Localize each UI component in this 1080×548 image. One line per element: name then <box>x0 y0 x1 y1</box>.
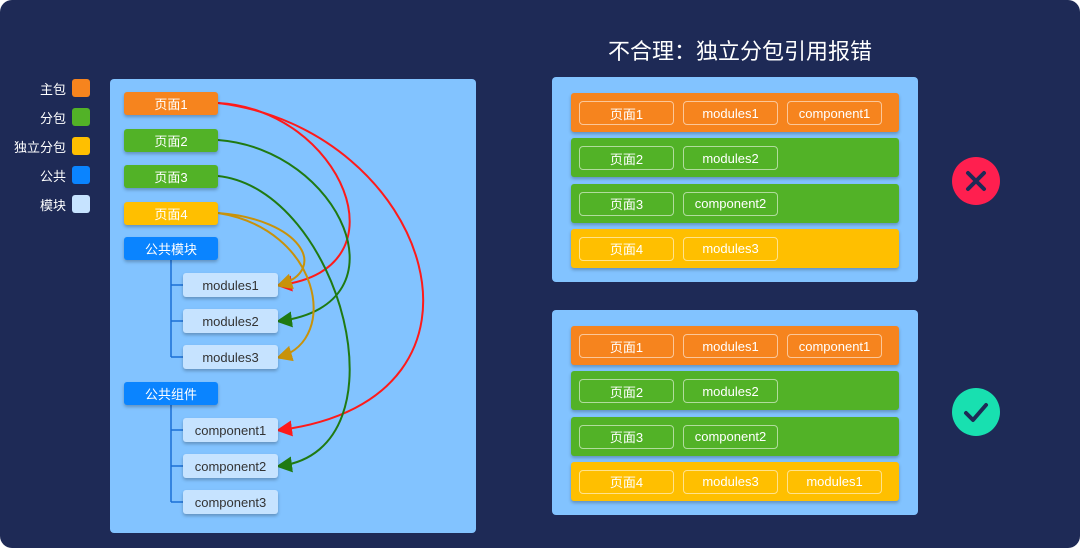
legend-item: 独立分包 <box>0 137 90 155</box>
legend-label: 独立分包 <box>13 139 66 155</box>
package-chip: component2 <box>683 424 778 449</box>
package-chip: component1 <box>787 101 882 125</box>
legend-swatch <box>72 79 90 97</box>
package-chip: 页面4 <box>579 469 674 494</box>
package-chip: modules1 <box>683 334 778 358</box>
module-node: modules1 <box>183 273 278 297</box>
legend-label: 分包 <box>39 110 66 126</box>
package-chip: 页面3 <box>579 191 674 216</box>
edge-page2-modules2 <box>217 139 351 328</box>
legend-swatch <box>72 137 90 155</box>
bad-example-panel: 页面1 modules1 component1 页面2 modules2 页面3 compo… <box>552 77 918 282</box>
page-node: 页面1 <box>124 92 218 115</box>
legend-item: 主包 <box>0 79 90 97</box>
component-node: component1 <box>183 418 278 442</box>
page-node: 页面3 <box>124 165 218 188</box>
package-row: 页面3 component2 <box>571 416 899 456</box>
package-chip: 页面1 <box>579 334 674 358</box>
package-row: 页面4 modules3 <box>571 228 899 268</box>
good-example-panel: 页面1 modules1 component1 页面2 modules2 页面3 compo… <box>552 310 918 515</box>
legend-item: 分包 <box>0 108 90 126</box>
legend-swatch <box>72 108 90 126</box>
package-chip: 页面2 <box>579 146 674 171</box>
component-node: component2 <box>183 454 278 478</box>
package-row: 页面2 modules2 <box>571 138 899 178</box>
edge-page1-component1 <box>217 102 425 437</box>
package-chip: 页面2 <box>579 379 674 404</box>
page-node: 页面2 <box>124 128 218 152</box>
x-icon <box>952 157 1000 205</box>
package-chip: 页面1 <box>579 101 674 125</box>
legend-label: 主包 <box>39 81 66 97</box>
module-node: modules3 <box>183 345 278 369</box>
package-row: 页面4 modules3 modules1 <box>571 461 899 501</box>
package-chip: 页面3 <box>579 424 674 449</box>
package-row: 页面1 modules1 component1 <box>571 326 899 365</box>
check-icon <box>952 388 1000 436</box>
legend-swatch <box>72 166 90 184</box>
package-chip: component1 <box>787 334 882 358</box>
edge-page4-modules3 <box>217 212 315 362</box>
module-node: modules2 <box>183 309 278 333</box>
legend-label: 模块 <box>39 197 66 213</box>
legend-item: 模块 <box>0 195 90 213</box>
package-chip: modules1 <box>683 101 778 125</box>
page-node: 页面4 <box>124 201 218 225</box>
tree-lines <box>170 260 183 503</box>
edge-page3-component2 <box>217 175 351 473</box>
legend-label: 公共 <box>39 168 66 184</box>
package-row: 页面3 component2 <box>571 183 899 223</box>
edge-page4-modules1 <box>217 212 306 289</box>
common-modules-node: 公共模块 <box>124 237 218 260</box>
dependency-arrows <box>170 102 425 503</box>
package-chip: modules2 <box>683 146 778 171</box>
package-chip: 页面4 <box>579 236 674 261</box>
common-components-node: 公共组件 <box>124 382 218 405</box>
package-chip: modules1 <box>787 469 882 494</box>
page-title: 不合理：独立分包引用报错 <box>607 39 872 64</box>
package-row: 页面1 modules1 component1 <box>571 93 899 132</box>
package-chip: modules2 <box>683 379 778 404</box>
package-chip: modules3 <box>683 236 778 261</box>
legend-item: 公共 <box>0 166 90 184</box>
edge-page1-modules1 <box>217 102 351 292</box>
package-chip: modules3 <box>683 469 778 494</box>
dependency-panel: 页面1 页面2 页面3 页面4 公共模块 modules1 modules2 module… <box>110 79 476 533</box>
package-chip: component2 <box>683 191 778 216</box>
legend-swatch <box>72 195 90 213</box>
component-node: component3 <box>183 490 278 514</box>
package-row: 页面2 modules2 <box>571 371 899 411</box>
